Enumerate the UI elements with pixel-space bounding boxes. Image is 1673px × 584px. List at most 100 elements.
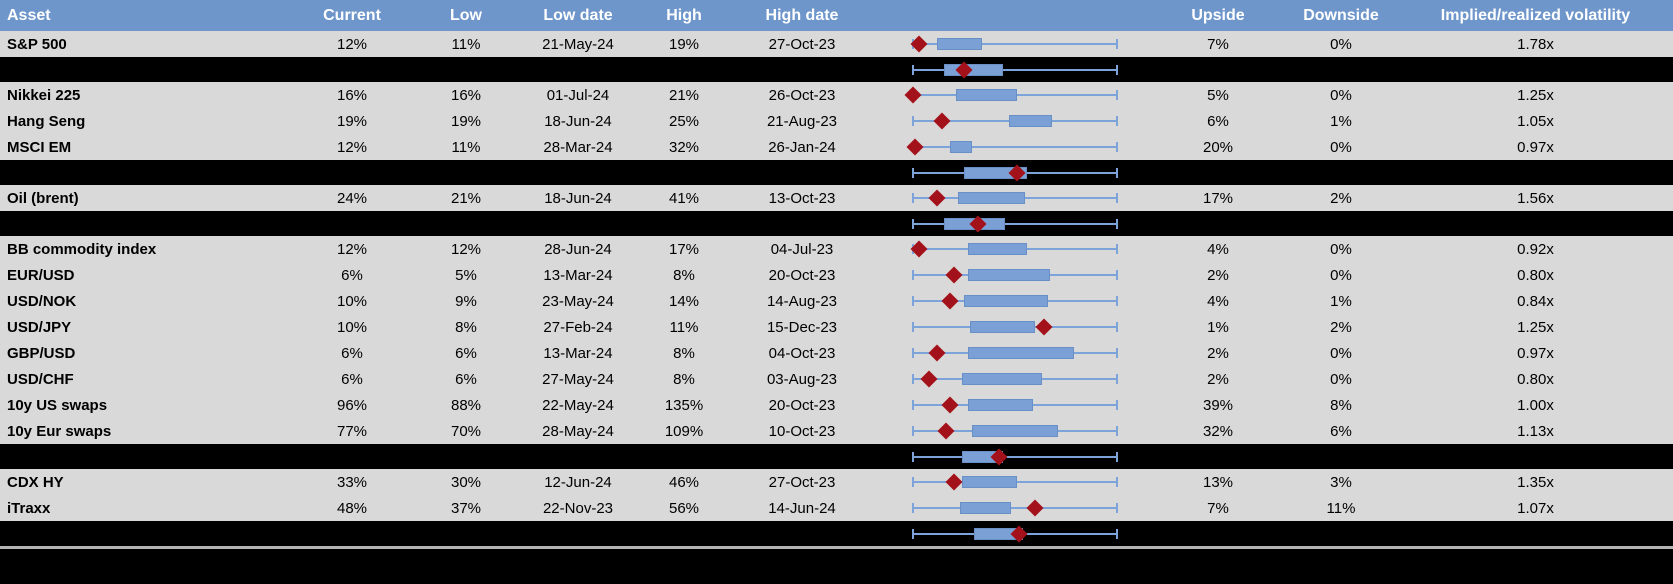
cell-range-plot bbox=[874, 185, 1152, 211]
cell-range-plot bbox=[874, 418, 1152, 444]
cell-implied-realized-vol: 1.00x bbox=[1517, 396, 1554, 414]
cell-low: 6% bbox=[455, 370, 477, 388]
current-level-diamond-marker bbox=[928, 344, 946, 362]
table-row: MSCI EM 12% 11% 28-Mar-24 32% 26-Jan-24 20% 0% 0… bbox=[0, 134, 1673, 160]
cell-downside: 0% bbox=[1330, 35, 1352, 53]
current-level-diamond-marker bbox=[904, 86, 922, 104]
cell-current: 10% bbox=[336, 292, 368, 310]
cell-implied-realized-vol: 0.97x bbox=[1517, 138, 1554, 156]
cell-current: 19% bbox=[336, 112, 368, 130]
current-level-diamond-marker bbox=[1035, 318, 1053, 336]
cell-high-date: 27-Oct-23 bbox=[768, 473, 836, 491]
cell-downside: 0% bbox=[1330, 344, 1352, 362]
cell-low-date: 12-Jun-24 bbox=[544, 473, 612, 491]
whisker-cap-right bbox=[1116, 270, 1118, 280]
cell-downside: 11% bbox=[1326, 499, 1356, 517]
cell-current: 10% bbox=[336, 318, 368, 336]
whisker-cap-right bbox=[1116, 503, 1118, 513]
cell-low-date: 27-Feb-24 bbox=[543, 318, 613, 336]
summary-row bbox=[0, 444, 1673, 469]
cell-asset: USD/JPY bbox=[7, 318, 72, 336]
whisker-cap-left bbox=[912, 400, 914, 410]
range-box bbox=[961, 373, 1042, 385]
header-row: Asset Current Low Low date High High dat… bbox=[0, 0, 1673, 31]
cell-asset: 10y Eur swaps bbox=[7, 422, 112, 440]
range-box bbox=[968, 269, 1050, 281]
whisker-cap-right bbox=[1116, 218, 1118, 229]
cell-range-plot bbox=[874, 31, 1152, 57]
cell-upside: 7% bbox=[1207, 499, 1229, 517]
cell-high-date: 21-Aug-23 bbox=[766, 112, 838, 130]
cell-upside: 2% bbox=[1207, 370, 1229, 388]
cell-current: 33% bbox=[336, 473, 368, 491]
whisker-cap-right bbox=[1116, 374, 1118, 384]
cell-upside: 2% bbox=[1207, 344, 1229, 362]
cell-range-plot bbox=[874, 262, 1152, 288]
cell-low-date: 13-Mar-24 bbox=[543, 344, 613, 362]
whisker-line bbox=[913, 507, 1117, 509]
cell-current: 6% bbox=[341, 370, 363, 388]
cell-high-date: 15-Dec-23 bbox=[766, 318, 838, 336]
cell-current: 16% bbox=[336, 86, 368, 104]
table-row: 10y US swaps 96% 88% 22-May-24 135% 20-Oct-23… bbox=[0, 392, 1673, 418]
range-box bbox=[968, 347, 1075, 359]
cell-current: 24% bbox=[336, 189, 368, 207]
cell-high: 21% bbox=[668, 86, 700, 104]
whisker-cap-left bbox=[912, 218, 914, 229]
cell-asset: GBP/USD bbox=[7, 344, 76, 362]
cell-upside: 32% bbox=[1202, 422, 1234, 440]
whisker-cap-right bbox=[1116, 528, 1118, 539]
cell-range-plot bbox=[874, 288, 1152, 314]
range-box bbox=[961, 476, 1018, 488]
whisker-cap-right bbox=[1116, 167, 1118, 178]
cell-high: 8% bbox=[673, 344, 695, 362]
cell-upside: 1% bbox=[1207, 318, 1229, 336]
cell-downside: 1% bbox=[1330, 112, 1352, 130]
cell-high: 19% bbox=[668, 35, 700, 53]
header-cell-implied-realized-vol: Implied/realized volatility bbox=[1440, 6, 1631, 24]
whisker-line bbox=[913, 222, 1117, 225]
summary-row bbox=[0, 160, 1673, 185]
whisker-cap-right bbox=[1116, 142, 1118, 152]
cell-asset: USD/CHF bbox=[7, 370, 74, 388]
whisker-cap-right bbox=[1116, 244, 1118, 254]
header-cell-upside: Upside bbox=[1191, 6, 1245, 24]
cell-low-date: 28-Mar-24 bbox=[543, 138, 613, 156]
whisker-cap-left bbox=[912, 296, 914, 306]
cell-asset: S&P 500 bbox=[7, 35, 67, 53]
table-row: EUR/USD 6% 5% 13-Mar-24 8% 20-Oct-23 2% 0% 0.80x bbox=[0, 262, 1673, 288]
whisker-cap-right bbox=[1116, 90, 1118, 100]
header-cell-high-date: High date bbox=[765, 6, 839, 24]
cell-range-plot bbox=[874, 82, 1152, 108]
cell-upside: 13% bbox=[1202, 473, 1234, 491]
cell-low: 19% bbox=[450, 112, 482, 130]
cell-upside: 17% bbox=[1202, 189, 1234, 207]
cell-high-date: 13-Oct-23 bbox=[768, 189, 836, 207]
cell-high: 8% bbox=[673, 266, 695, 284]
whisker-cap-right bbox=[1116, 296, 1118, 306]
table-row: Hang Seng 19% 19% 18-Jun-24 25% 21-Aug-23 6% 1%… bbox=[0, 108, 1673, 134]
cell-implied-realized-vol: 1.35x bbox=[1517, 473, 1554, 491]
cell-low: 9% bbox=[455, 292, 477, 310]
range-box bbox=[959, 502, 1011, 514]
cell-high-date: 20-Oct-23 bbox=[768, 266, 836, 284]
cell-current: 6% bbox=[341, 266, 363, 284]
range-box bbox=[1008, 115, 1052, 127]
current-level-diamond-marker bbox=[941, 396, 959, 414]
table-row: Oil (brent) 24% 21% 18-Jun-24 41% 13-Oct-23 17… bbox=[0, 185, 1673, 211]
range-box bbox=[943, 63, 1003, 76]
cell-low-date: 22-Nov-23 bbox=[542, 499, 614, 517]
cell-downside: 3% bbox=[1330, 473, 1352, 491]
table-row: CDX HY 33% 30% 12-Jun-24 46% 27-Oct-23 13% 3% 1.… bbox=[0, 469, 1673, 495]
cell-upside: 6% bbox=[1207, 112, 1229, 130]
cell-current: 12% bbox=[336, 35, 368, 53]
cell-low: 8% bbox=[455, 318, 477, 336]
cell-range-plot bbox=[874, 392, 1152, 418]
cell-high-date: 26-Oct-23 bbox=[768, 86, 836, 104]
cell-range-plot bbox=[874, 521, 1152, 546]
cell-low-date: 01-Jul-24 bbox=[546, 86, 610, 104]
summary-row bbox=[0, 57, 1673, 82]
cell-low: 21% bbox=[450, 189, 482, 207]
cell-high: 56% bbox=[668, 499, 700, 517]
